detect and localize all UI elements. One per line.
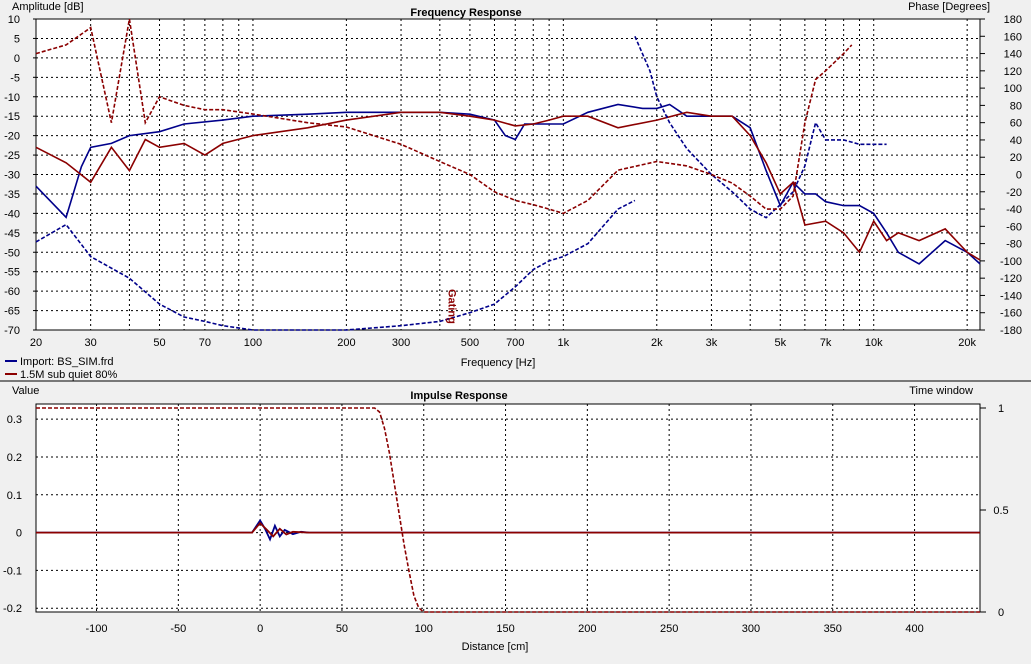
freq-y-right-tick-label: -140 [1000,290,1022,302]
freq-y-right-tick-label: -160 [1000,308,1022,320]
freq-y-left-tick-label: -15 [4,111,20,123]
impulse-y-left-tick-label: 0.2 [7,452,22,464]
impulse-x-tick-label: -100 [86,623,108,635]
freq-y-right-tick-label: 80 [1010,100,1022,112]
freq-y-left-tick-label: -25 [4,150,20,162]
freq-x-tick-label: 200 [337,337,355,349]
impulse-series [36,407,980,613]
freq-y-right-tick-label: -60 [1006,221,1022,233]
gating-marker-label: Gating [446,289,458,324]
freq-y-left-tick-label: -20 [4,131,20,143]
freq-x-tick-label: 30 [85,337,97,349]
impulse-x-tick-label: 350 [824,623,842,635]
impulse-ticks: -100 -50 0 50 100 150 200 250 300 350 4000.30.20.1… [3,403,1009,635]
freq-y-right-tick-label: -180 [1000,325,1022,337]
impulse-x-tick-label: 300 [742,623,760,635]
freq-y-right-tick-label: -40 [1006,204,1022,216]
impulse-y-right-tick-label: 0.5 [993,505,1008,517]
freq-series-line-4 [35,18,853,215]
freq-y-left-tick-label: -5 [10,72,20,84]
freq-y-left-label: Amplitude [dB] [12,1,84,13]
impulse-y-left-tick-label: -0.1 [3,565,22,577]
freq-x-tick-label: 50 [153,337,165,349]
freq-y-left-tick-label: -70 [4,325,20,337]
freq-y-right-tick-label: 60 [1010,118,1022,130]
freq-x-tick-label: 5k [774,337,786,349]
impulse-x-tick-label: 400 [905,623,923,635]
legend-label-blue: Import: BS_SIM.frd [20,356,114,368]
freq-y-left-tick-label: -50 [4,247,20,259]
impulse-x-tick-label: 50 [336,623,348,635]
impulse-x-tick-label: 250 [660,623,678,635]
freq-y-left-tick-label: 0 [14,53,20,65]
freq-series-line-0 [35,103,981,265]
impulse-x-tick-label: 150 [496,623,514,635]
freq-y-left-tick-label: -45 [4,228,20,240]
freq-x-tick-label: 70 [199,337,211,349]
freq-y-right-tick-label: 140 [1004,49,1022,61]
freq-x-tick-label: 300 [392,337,410,349]
freq-y-right-tick-label: 40 [1010,135,1022,147]
impulse-y-left-tick-label: 0 [16,528,22,540]
freq-x-axis-label: Frequency [Hz] [461,357,536,369]
impulse-chart-title: Impulse Response [410,390,507,402]
freq-series-line-3 [634,35,887,219]
freq-y-right-tick-label: -100 [1000,256,1022,268]
freq-y-left-tick-label: -65 [4,306,20,318]
freq-x-tick-label: 3k [706,337,718,349]
freq-x-tick-label: 10k [865,337,883,349]
impulse-y-left-label: Value [12,385,39,397]
freq-y-left-tick-label: -55 [4,267,20,279]
legend-label-red: 1.5M sub quiet 80% [20,369,117,381]
freq-y-right-tick-label: 120 [1004,66,1022,78]
freq-x-tick-label: 700 [506,337,524,349]
freq-y-right-tick-label: -20 [1006,187,1022,199]
freq-y-right-tick-label: 20 [1010,152,1022,164]
impulse-x-tick-label: -50 [170,623,186,635]
freq-y-right-label: Phase [Degrees] [908,1,990,13]
impulse-y-left-tick-label: 0.1 [7,490,22,502]
impulse-plot-area[interactable] [35,403,981,613]
freq-series [35,18,981,331]
freq-y-right-tick-label: -80 [1006,239,1022,251]
freq-y-left-tick-label: 5 [14,33,20,45]
freq-y-left-tick-label: -30 [4,170,20,182]
freq-series-line-2 [35,199,636,331]
freq-x-tick-label: 500 [461,337,479,349]
freq-series-line-1 [35,111,981,261]
freq-x-tick-label: 7k [820,337,832,349]
impulse-y-right-tick-label: 0 [998,607,1004,619]
freq-x-tick-label: 100 [244,337,262,349]
freq-y-left-tick-label: -10 [4,92,20,104]
impulse-x-tick-label: 100 [415,623,433,635]
freq-y-right-tick-label: -120 [1000,273,1022,285]
freq-y-left-tick-label: -35 [4,189,20,201]
freq-x-tick-label: 2k [651,337,663,349]
impulse-y-left-tick-label: 0.3 [7,414,22,426]
impulse-y-right-tick-label: 1 [998,403,1004,415]
impulse-x-tick-label: 200 [578,623,596,635]
freq-y-left-tick-label: -40 [4,208,20,220]
freq-ticks: 20 30 50 70 100 200 300 500 700 1k 2k 3k 5k 7k 10k 20k1… [4,14,1022,349]
freq-y-right-tick-label: 180 [1004,14,1022,26]
freq-y-left-tick-label: 10 [8,14,20,26]
freq-legend: Import: BS_SIM.frd 1.5M sub quiet 80% [5,356,117,381]
freq-x-tick-label: 1k [558,337,570,349]
freq-y-right-tick-label: 100 [1004,83,1022,95]
impulse-x-axis-label: Distance [cm] [462,641,529,653]
impulse-x-tick-label: 0 [257,623,263,635]
freq-x-tick-label: 20k [958,337,976,349]
impulse-y-left-tick-label: -0.2 [3,603,22,615]
freq-y-right-tick-label: 0 [1016,170,1022,182]
freq-y-left-tick-label: -60 [4,286,20,298]
impulse-y-right-label: Time window [909,385,973,397]
freq-chart-title: Frequency Response [410,7,521,19]
impulse-series-line-1 [36,521,980,538]
freq-y-right-tick-label: 160 [1004,31,1022,43]
impulse-series-line-2 [36,407,980,613]
freq-x-tick-label: 20 [30,337,42,349]
